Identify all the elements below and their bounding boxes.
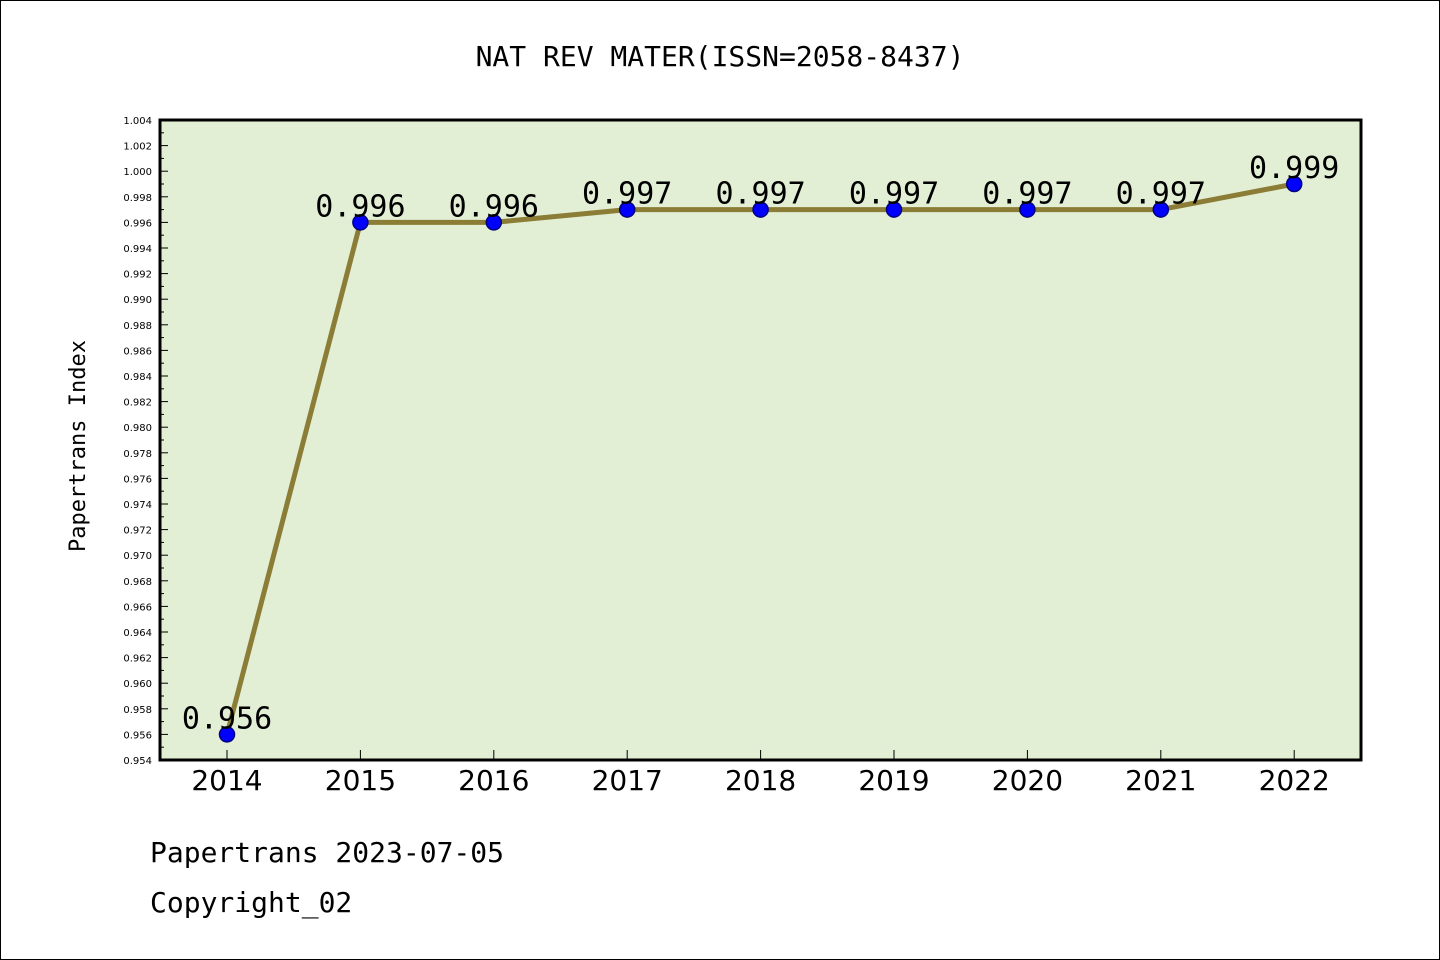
series-layer — [218, 175, 1303, 743]
y-tick-label: 0.958 — [123, 705, 152, 716]
y-axis-label: Papertrans Index — [66, 340, 91, 552]
y-tick-label: 0.978 — [123, 449, 152, 460]
y-tick-label: 0.988 — [123, 321, 152, 332]
x-tick-label: 2020 — [992, 764, 1063, 797]
data-label: 0.996 — [315, 189, 405, 224]
y-tick-label: 0.984 — [123, 372, 152, 383]
data-point — [218, 726, 236, 743]
x-tick-label: 2019 — [858, 764, 929, 797]
y-tick-label: 0.954 — [123, 756, 152, 767]
y-tick-label: 0.968 — [123, 577, 152, 588]
footer-copyright: Copyright_02 — [150, 886, 353, 919]
y-tick-label: 0.986 — [123, 346, 152, 357]
chart-title: NAT REV MATER(ISSN=2058-8437) — [476, 40, 965, 73]
y-tick-label: 0.996 — [123, 218, 152, 229]
data-point — [752, 201, 769, 218]
y-tick-label: 1.002 — [123, 142, 152, 153]
data-label: 0.997 — [982, 177, 1072, 212]
data-label: 0.997 — [582, 177, 672, 212]
y-tick-label: 0.990 — [123, 295, 152, 306]
data-labels: 0.956 0.996 0.996 0.997 0.997 0.997 0.997 0.997… — [182, 151, 1340, 736]
data-label: 0.956 — [182, 701, 272, 736]
x-tick-label: 2015 — [325, 764, 396, 797]
data-point — [618, 201, 636, 218]
y-tick-label: 0.972 — [123, 526, 152, 537]
y-axis-ticks: 0.954 0.956 0.958 0.960 0.962 0.964 0.966 0.968… — [123, 116, 168, 767]
x-tick-label: 2021 — [1125, 764, 1196, 797]
footer-date: Papertrans 2023-07-05 — [150, 836, 505, 869]
x-tick-label: 2018 — [725, 764, 796, 797]
y-tick-label: 0.964 — [123, 628, 152, 639]
data-point — [352, 214, 369, 231]
x-tick-label: 2014 — [191, 764, 262, 797]
data-label: 0.997 — [1116, 177, 1206, 212]
y-tick-label: 0.982 — [123, 398, 152, 409]
y-tick-label: 0.980 — [123, 423, 152, 434]
y-tick-label: 0.976 — [123, 474, 152, 485]
y-tick-label: 0.960 — [123, 679, 152, 690]
data-point — [1285, 175, 1303, 193]
y-tick-label: 0.966 — [123, 602, 152, 613]
y-tick-label: 1.004 — [123, 116, 152, 127]
y-tick-label: 0.992 — [123, 270, 152, 281]
y-tick-label: 0.970 — [123, 551, 152, 562]
data-label: 0.999 — [1249, 151, 1339, 186]
data-label: 0.997 — [715, 177, 805, 212]
data-point — [1019, 201, 1036, 218]
y-tick-label: 0.998 — [123, 193, 152, 204]
x-tick-label: 2016 — [458, 764, 529, 797]
x-axis-ticks: 2014 2015 2016 2017 2018 2019 2020 2021 2022 — [191, 750, 1330, 797]
y-tick-label: 1.000 — [123, 167, 152, 178]
data-point — [885, 201, 903, 218]
y-tick-label: 0.962 — [123, 654, 152, 665]
y-tick-label: 0.994 — [123, 244, 152, 255]
y-tick-label: 0.974 — [123, 500, 152, 511]
x-tick-label: 2022 — [1259, 764, 1330, 797]
data-label: 0.996 — [449, 189, 539, 224]
data-point — [485, 214, 503, 231]
x-tick-label: 2017 — [592, 764, 663, 797]
data-label: 0.997 — [849, 177, 939, 212]
y-tick-label: 0.956 — [123, 730, 152, 741]
data-point — [1152, 201, 1170, 218]
